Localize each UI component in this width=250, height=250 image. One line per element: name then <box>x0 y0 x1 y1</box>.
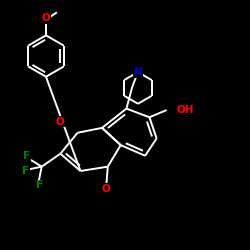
Text: N: N <box>134 67 142 77</box>
Text: F: F <box>22 166 29 176</box>
Text: F: F <box>23 151 30 161</box>
Text: O: O <box>56 116 64 126</box>
Text: O: O <box>42 14 50 24</box>
Text: N: N <box>134 67 142 77</box>
Text: F: F <box>36 180 43 190</box>
Text: OH: OH <box>176 105 194 115</box>
Text: O: O <box>102 184 111 194</box>
